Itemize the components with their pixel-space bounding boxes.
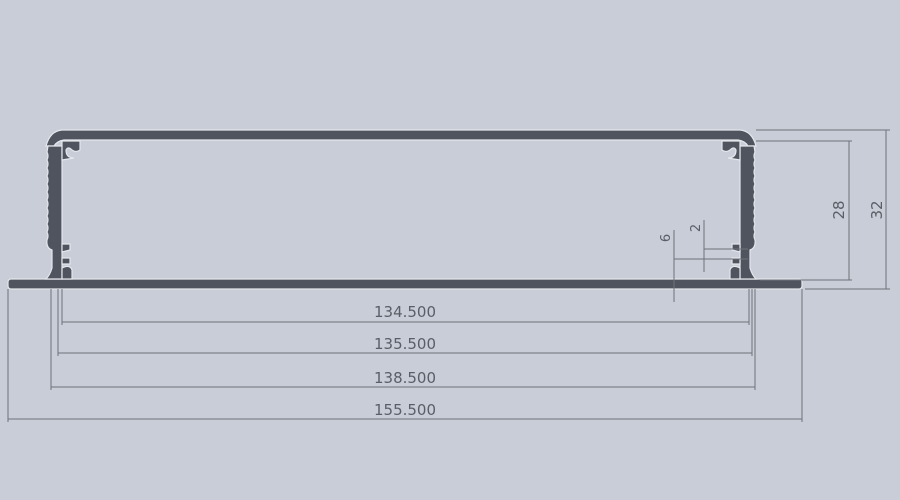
- dim-label-2: 2: [689, 224, 704, 232]
- dim-label-155-5: 155.500: [374, 401, 436, 419]
- base-flange: [7, 278, 803, 290]
- dim-label-134-5: 134.500: [374, 303, 436, 321]
- left-wall: [44, 145, 63, 280]
- extension-lines: [7, 129, 890, 422]
- dim-label-135-5: 135.500: [374, 335, 436, 353]
- dim-label-6: 6: [659, 234, 674, 242]
- dim-label-32: 32: [868, 200, 886, 219]
- dimension-lines: [8, 130, 887, 420]
- left-slot-ribs: [61, 243, 73, 280]
- dim-label-28: 28: [830, 200, 848, 219]
- right-wall: [739, 145, 758, 280]
- right-top-screw-channel: [721, 140, 741, 161]
- dim-label-138-5: 138.500: [374, 369, 436, 387]
- left-top-screw-channel: [61, 140, 81, 161]
- profile-cross-section: [7, 129, 803, 290]
- top-bar: [45, 129, 757, 147]
